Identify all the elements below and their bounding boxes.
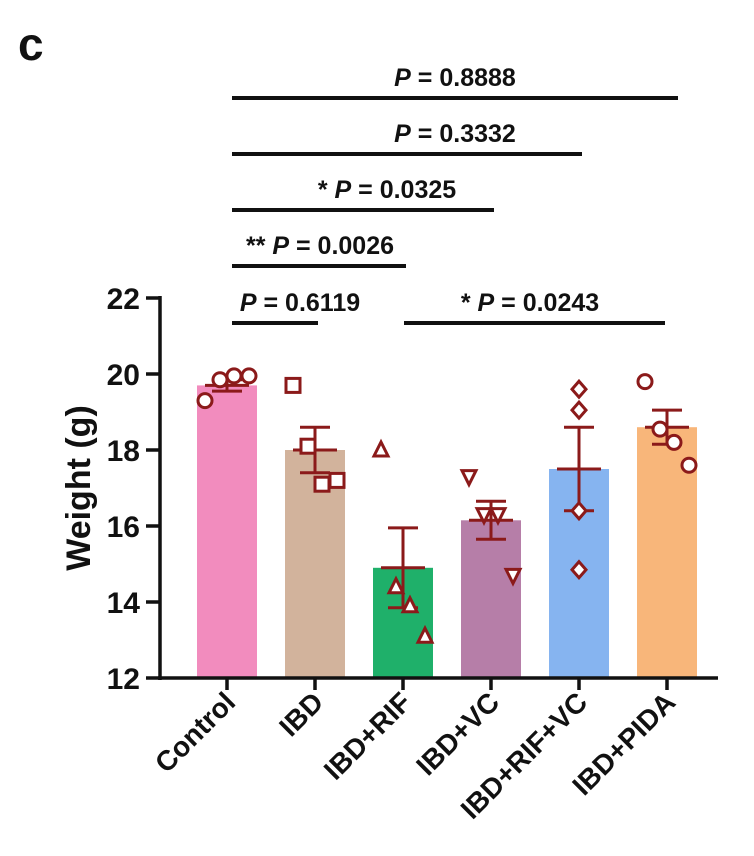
comparison-control-vs-ibd-vc-stars: * [318,176,335,204]
comparison-control-vs-ibd-rif-vc-p-value: = 0.3332 [411,120,516,148]
data-point-ibd-rif [386,575,406,595]
comparison-ibd-rif-vs-ibd-pida-p-value: = 0.0243 [494,289,599,317]
data-point-ibd [328,471,346,489]
comparison-control-vs-ibd-vc-p-symbol: P [335,176,352,204]
axes [158,296,718,680]
bars [197,385,697,678]
bar-control [197,385,257,678]
data-point-ibd [284,376,302,394]
comparison-control-vs-ibd-p-value: = 0.6119 [257,289,361,317]
data-point-ibd-pida [680,456,698,474]
panel-label: c [18,18,44,70]
x-tick-label-control: Control [149,686,241,778]
comparison-control-vs-ibd-p-symbol: P [240,289,257,317]
data-point-control [211,371,229,389]
comparison-ibd-rif-vs-ibd-pida-stars: * [461,289,478,317]
y-tick-label-22: 22 [107,283,140,316]
comparison-control-vs-ibd-rif-p-value: = 0.0026 [289,232,394,260]
data-point-ibd [299,437,317,455]
comparison-control-vs-ibd-rif-stars: ** [246,232,272,260]
y-tick-label-16: 16 [107,511,140,544]
data-point-ibd-rif [371,438,391,458]
comparison-ibd-rif-vs-ibd-pida-label: * P = 0.0243 [461,289,599,317]
comparison-control-vs-ibd-pida-label: P = 0.8888 [394,64,516,92]
data-point-ibd-vc [459,469,479,488]
data-point-ibd-vc [503,567,523,587]
data-point-control [225,367,243,385]
data-point-ibd-rif-vc [570,399,588,421]
data-point-ibd-rif-vc [570,500,588,522]
comparison-control-vs-ibd-rif-vc-p-symbol: P [394,120,411,148]
y-tick-label-18: 18 [107,435,140,468]
data-point-control [240,367,258,385]
bar-ibd-vc [461,520,521,678]
y-tick-label-14: 14 [107,587,141,620]
data-point-ibd-vc [488,507,508,526]
x-tick-labels: Control IBDIBD+RIFIBD+VCIBD+RIF+VCIBD+PID… [149,678,681,825]
data-point-control [196,392,214,410]
y-axis-label: Weight (g) [60,405,98,571]
comparison-control-vs-ibd-pida-p-symbol: P [394,64,411,92]
data-point-ibd-rif [400,594,420,614]
data-points [196,367,698,644]
comparison-control-vs-ibd-vc-p-value: = 0.0325 [351,176,456,204]
y-tick-label-20: 20 [107,359,140,392]
data-point-ibd-rif [415,624,435,644]
data-point-ibd-rif-vc [570,559,588,580]
comparison-control-vs-ibd-label: P = 0.6119 [240,289,360,317]
data-point-ibd-vc [474,507,494,526]
comparison-control-vs-ibd-pida-p-value: = 0.8888 [411,64,516,92]
data-point-ibd-pida [665,433,683,451]
error-bars [205,378,689,610]
x-tick-label-ibd-rif: IBD+RIF [318,686,417,785]
comparison-control-vs-ibd-rif-vc-label: P = 0.3332 [394,120,516,148]
x-tick-label-ibd: IBD [273,686,329,742]
data-point-ibd [313,475,331,493]
comparison-ibd-rif-vs-ibd-pida-p-symbol: P [478,289,495,317]
y-tick-label-12: 12 [107,663,140,696]
comparison-control-vs-ibd-rif-p-symbol: P [272,232,289,260]
data-point-ibd-rif-vc [570,378,588,400]
comparison-control-vs-ibd-rif-label: ** P = 0.0026 [246,232,394,260]
y-ticks: 12 14 16 18 20 22 [107,283,160,696]
data-point-ibd-pida [651,420,669,438]
comparison-control-vs-ibd-vc-label: * P = 0.0325 [318,176,456,204]
data-point-ibd-pida [636,373,654,391]
